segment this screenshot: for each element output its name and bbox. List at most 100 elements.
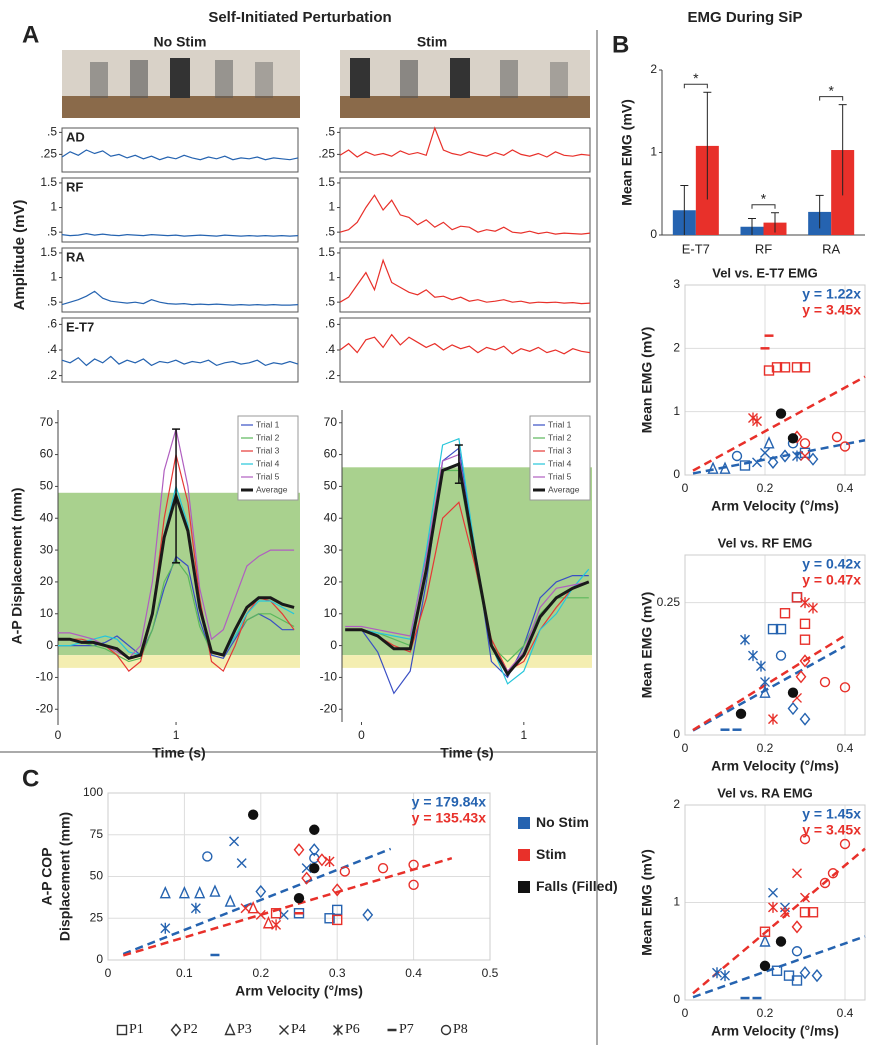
legend-label: Trial 1 <box>548 419 572 429</box>
scatter-point <box>224 894 236 907</box>
scatter-point <box>339 866 351 877</box>
scatter-point <box>827 868 839 879</box>
scatter-point <box>309 824 320 835</box>
y-tick-label: 1.5 <box>40 175 57 189</box>
trend-line <box>122 857 453 957</box>
y-tick-label: 50 <box>40 479 54 493</box>
scatter-point <box>787 701 799 716</box>
plot-frame <box>684 554 866 736</box>
y-tick-label: 50 <box>90 869 104 883</box>
scatter-point <box>831 431 843 443</box>
plot-frame <box>61 247 299 313</box>
scatter-point <box>771 362 783 373</box>
scatter-point <box>190 902 201 914</box>
plot-frame <box>684 284 866 476</box>
scatter-point <box>759 926 771 937</box>
scatter-point <box>787 433 799 444</box>
y-tick-label: 20 <box>40 574 54 588</box>
scatter-point <box>178 885 190 899</box>
data-line <box>61 149 299 161</box>
trend-line <box>692 644 846 732</box>
scatter-point <box>160 922 171 934</box>
scatter-point <box>324 913 335 924</box>
scatter-point <box>799 966 811 980</box>
axis-label: Amplitude (mV) <box>11 200 28 311</box>
x-axis-label: Arm Velocity (°/ms) <box>711 1023 839 1039</box>
scatter-point <box>719 461 731 474</box>
scatter-point <box>408 859 419 871</box>
scatter-point <box>262 916 275 929</box>
scatter-point <box>159 885 171 899</box>
y-axis-label: A-P COP <box>39 847 55 905</box>
x-tick-label: 0.4 <box>405 966 422 980</box>
chart-title: Vel vs. E-T7 EMG <box>712 265 818 280</box>
x-tick-label: 0.4 <box>837 1006 854 1020</box>
x-tick-label: 0 <box>105 966 112 980</box>
scatter-point <box>791 362 803 373</box>
plot-frame <box>339 247 591 313</box>
scatter-point <box>731 450 743 462</box>
scatter-point <box>763 365 775 376</box>
legend-box <box>529 415 591 501</box>
scatter-point <box>839 682 851 693</box>
legend-label: Trial 3 <box>256 445 280 455</box>
y-tick-label: 1.5 <box>40 245 57 259</box>
y-tick-label: 1.5 <box>318 175 335 189</box>
y-axis-label: A-P Displacement (mm) <box>9 488 25 645</box>
photo-strip <box>62 50 590 118</box>
scatter-point <box>791 946 803 957</box>
trend-label: y = 179.84x <box>412 794 487 810</box>
plot-frame <box>107 792 491 961</box>
scatter-point <box>799 618 811 630</box>
y-tick-label: 0.25 <box>657 595 681 609</box>
scatter-point <box>236 858 247 869</box>
scatter-point <box>791 920 803 934</box>
scatter-point <box>759 934 771 947</box>
y-tick-label: 25 <box>90 910 104 924</box>
data-line <box>339 126 591 158</box>
scatter-point <box>808 602 818 614</box>
y-tick-label: 0 <box>673 992 680 1006</box>
plot-frame <box>339 127 591 173</box>
y-axis-label: Mean EMG (mV) <box>639 327 655 434</box>
scatter-point <box>792 868 802 879</box>
scatter-point <box>332 914 343 926</box>
x-tick-label: 0.2 <box>757 1006 774 1020</box>
significance-bracket <box>683 83 708 89</box>
trend-line <box>122 847 392 956</box>
y-tick-label: 60 <box>324 447 338 461</box>
legend-label: Trial 2 <box>548 432 572 442</box>
x-axis-label: Arm Velocity (°/ms) <box>235 983 363 999</box>
y-tick-label: 2 <box>673 797 680 811</box>
scatter-point <box>293 893 305 904</box>
y-tick-label: 70 <box>324 415 338 429</box>
chart-title: RA <box>66 249 85 264</box>
scatter-point <box>735 708 747 720</box>
y-tick-label: .5 <box>47 125 57 139</box>
data-line <box>61 290 299 306</box>
y-tick-label: 75 <box>90 827 104 841</box>
scatter-point <box>787 687 799 698</box>
scatter-point <box>712 967 722 979</box>
data-line <box>345 437 590 685</box>
legend-label: P4 <box>291 1022 306 1037</box>
data-line <box>61 232 299 237</box>
scatter-point <box>270 908 282 919</box>
significance-label: * <box>828 82 834 98</box>
trend-label: y = 135.43x <box>412 810 487 826</box>
y-axis-label: Displacement (mm) <box>57 812 73 941</box>
trend-label: y = 1.45x <box>802 806 861 822</box>
panel-title: Self-Initiated Perturbation <box>208 9 391 26</box>
legend-swatch <box>518 881 530 893</box>
y-tick-label: .5 <box>325 125 335 139</box>
significance-label: * <box>761 190 767 206</box>
legend-label: P1 <box>129 1022 144 1037</box>
plot-frame <box>684 804 866 1001</box>
x-axis-label: Time (s) <box>152 745 205 761</box>
y-tick-label: 0 <box>673 467 680 481</box>
scatter-point <box>748 650 758 662</box>
scatter-point <box>760 447 770 458</box>
x-tick-label: 0 <box>682 741 689 755</box>
legend-label: Average <box>548 484 580 494</box>
legend-entry: Stim <box>536 846 566 862</box>
